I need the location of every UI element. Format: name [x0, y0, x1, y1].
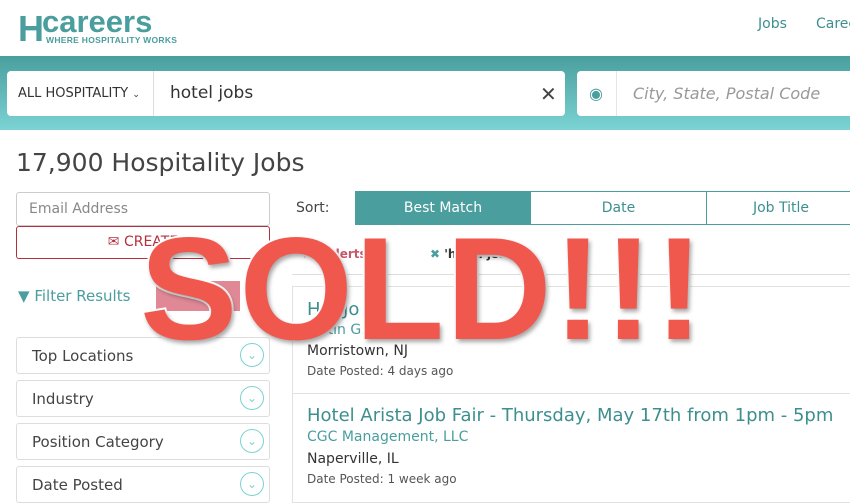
job-location: Morristown, NJ — [307, 343, 408, 359]
keyword-chip[interactable]: ✖ 'hotel jobs' — [430, 247, 519, 261]
chevron-down-icon: ⌄ — [240, 472, 264, 496]
filter-results-toggle[interactable]: ▼ Filter Results — [18, 287, 130, 305]
job-list: H... Jo ...stin G... Morristown, NJ Date… — [292, 286, 850, 503]
email-field[interactable]: Email Address — [16, 192, 270, 226]
divider — [293, 393, 850, 394]
chevron-down-icon: ⌄ — [240, 343, 264, 367]
sort-job-title[interactable]: Job Title — [706, 191, 850, 225]
alert-chip[interactable]: ✖ r Alerts — [302, 247, 367, 261]
category-dropdown[interactable]: ALL HOSPITALITY ⌄ — [7, 71, 154, 116]
sold-overlay: SOLD!!! — [138, 205, 706, 372]
section-label: Date Posted — [32, 476, 123, 494]
chevron-down-icon: ⌄ — [240, 386, 264, 410]
nav-careers[interactable]: Caree — [816, 16, 850, 32]
job-title[interactable]: Hotel Arista Job Fair - Thursday, May 17… — [307, 405, 834, 426]
page-title: 17,900 Hospitality Jobs — [16, 148, 305, 177]
nav-jobs[interactable]: Jobs — [758, 16, 787, 32]
filter-action-button[interactable] — [156, 281, 240, 311]
section-label: Top Locations — [32, 347, 134, 365]
job-title[interactable]: H... Jo — [307, 299, 360, 320]
chip-label: 'hotel jobs' — [444, 247, 519, 261]
job-company[interactable]: ...stin G... — [307, 322, 375, 338]
chevron-down-icon: ⌄ — [132, 90, 140, 100]
job-date: Date Posted: 4 days ago — [307, 364, 454, 378]
category-value: ALL HOSPITALITY — [18, 86, 129, 101]
create-alert-button[interactable]: ✉ CREATE — [16, 226, 270, 259]
filter-date-posted[interactable]: Date Posted ⌄ — [16, 466, 270, 503]
filter-position-category[interactable]: Position Category ⌄ — [16, 423, 270, 460]
job-item[interactable]: Hotel Arista Job Fair - Thursday, May 17… — [307, 405, 833, 486]
job-date: Date Posted: 1 week ago — [307, 472, 457, 486]
chip-label: r Alerts — [316, 247, 367, 261]
active-filters — [292, 235, 850, 275]
clear-icon[interactable]: ✕ — [540, 82, 557, 106]
location-input[interactable]: City, State, Postal Code — [633, 84, 821, 103]
keyword-input[interactable]: hotel jobs — [154, 71, 565, 116]
job-item[interactable]: H... Jo ...stin G... Morristown, NJ Date… — [307, 299, 453, 378]
logo-name: careers — [42, 4, 153, 39]
sort-best-match[interactable]: Best Match — [355, 191, 531, 225]
location-box — [577, 71, 850, 116]
divider — [616, 71, 617, 116]
filter-label: Filter Results — [34, 287, 131, 305]
section-label: Industry — [32, 390, 94, 408]
job-location: Naperville, IL — [307, 451, 399, 467]
logo-tagline: WHERE HOSPITALITY WORKS — [46, 35, 178, 45]
create-label: CREATE — [123, 234, 179, 250]
filter-top-locations[interactable]: Top Locations ⌄ — [16, 337, 270, 374]
job-company[interactable]: CGC Management, LLC — [307, 429, 469, 445]
location-pin-icon: ◉ — [589, 84, 603, 103]
logo-mark: H — [18, 8, 44, 49]
chevron-down-icon: ⌄ — [240, 429, 264, 453]
logo[interactable]: H careers WHERE HOSPITALITY WORKS — [18, 4, 203, 49]
remove-icon[interactable]: ✖ — [430, 247, 441, 261]
section-label: Position Category — [32, 433, 164, 451]
filter-icon: ▼ — [18, 287, 30, 305]
envelope-icon: ✉ — [107, 234, 120, 250]
sort-label: Sort: — [296, 200, 330, 216]
filter-industry[interactable]: Industry ⌄ — [16, 380, 270, 417]
